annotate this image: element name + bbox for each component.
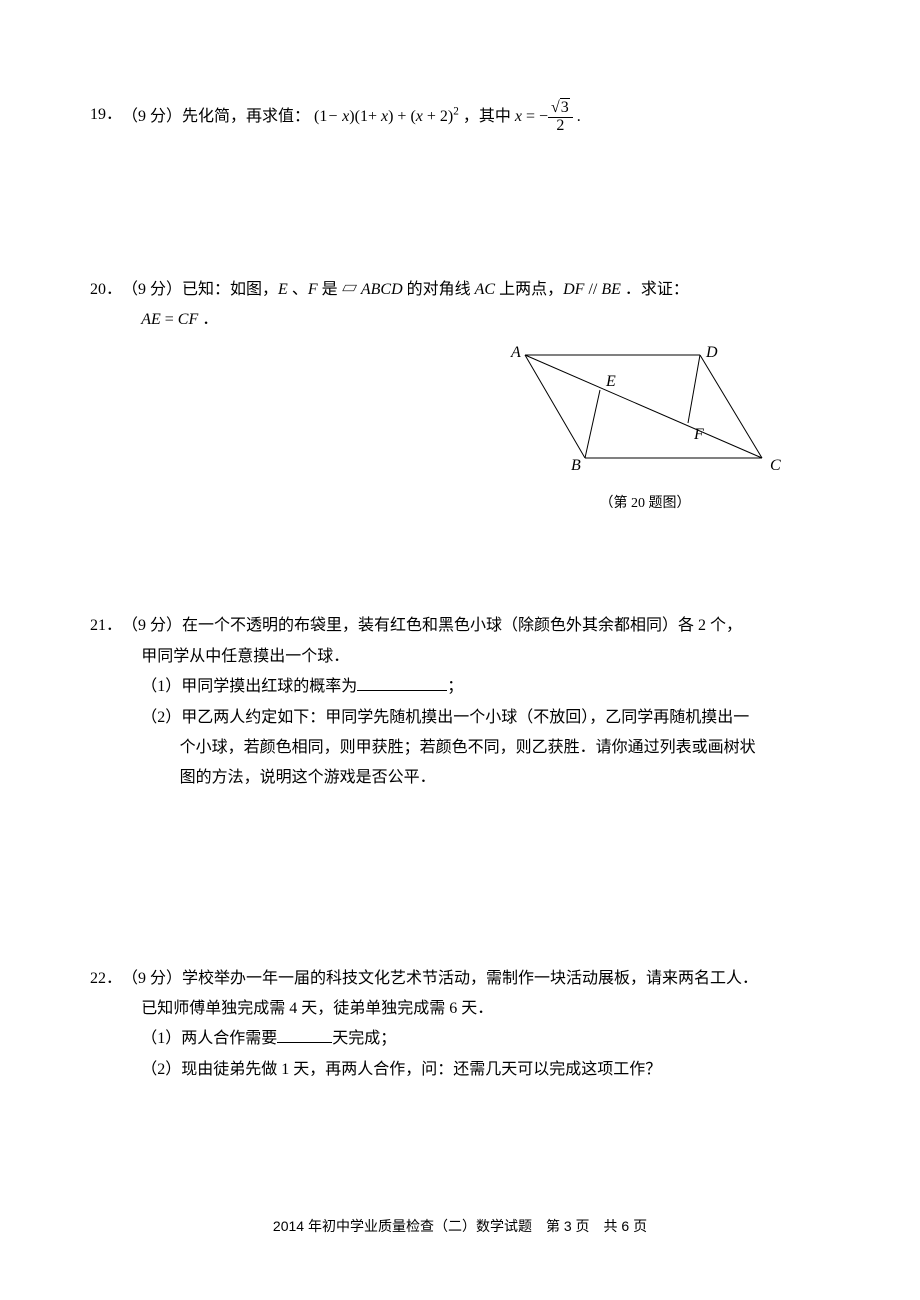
var-CF: CF <box>178 311 198 328</box>
q21-line1b: 甲同学从中任意摸出一个球． <box>90 642 830 672</box>
problem-19: 19． （9 分）先化简，再求值： (1− x)(1+ x) + (x + 2)… <box>90 100 830 135</box>
q20-sep1: 、 <box>288 281 308 298</box>
svg-text:E: E <box>605 373 616 390</box>
q20-points: （9 分） <box>122 281 182 298</box>
var-plus2: + <box>397 108 406 125</box>
var-plus3: + <box>427 108 436 125</box>
var-F: F <box>308 281 318 298</box>
q21-sub2b: 个小球，若颜色相同，则甲获胜；若颜色不同，则乙获胜．请你通过列表或画树状 <box>90 733 830 763</box>
q20-lead: 已知：如图， <box>182 281 278 298</box>
q19-points: （9 分） <box>122 108 182 125</box>
var-AE: AE <box>141 311 161 328</box>
problem-22: 22． （9 分）学校举办一年一届的科技文化艺术节活动，需制作一块活动展板，请来… <box>90 964 830 1086</box>
q20-figure: A D B C E F （第 20 题图） <box>460 343 830 517</box>
var-plus1: + <box>368 108 377 125</box>
q22-points: （9 分） <box>122 970 182 987</box>
svg-text:C: C <box>770 457 781 473</box>
svg-text:F: F <box>693 426 704 443</box>
page-footer: 2014 年初中学业质量检查（二）数学试题 第 3 页 共 6 页 <box>0 1216 920 1236</box>
q22-sub1-pre: （1）两人合作需要 <box>141 1030 277 1047</box>
q19-expr-c: ) <box>388 108 393 125</box>
var-x2: x <box>381 108 388 125</box>
q22-sub1-post: 天完成； <box>332 1030 396 1047</box>
q19-expr-e: 2) <box>440 108 453 125</box>
q22-sub2: （2）现由徒弟先做 1 天，再两人合作，问：还需几天可以完成这项工作？ <box>90 1055 830 1085</box>
svg-text:A: A <box>510 344 521 361</box>
var-x3: x <box>416 108 423 125</box>
q22-body: （9 分）学校举办一年一届的科技文化艺术节活动，需制作一块活动展板，请来两名工人… <box>122 964 830 994</box>
q21-points: （9 分） <box>122 617 182 634</box>
q19-lead: 先化简，再求值： <box>182 108 310 125</box>
q19-den: 2 <box>548 118 573 135</box>
q20-line2-end: ． <box>198 311 218 328</box>
q19-end: . <box>577 108 581 125</box>
q19-body: （9 分）先化简，再求值： (1− x)(1+ x) + (x + 2)2 ，其… <box>122 100 830 135</box>
q20-mid3: 上两点， <box>495 281 563 298</box>
q21-blank <box>357 674 447 691</box>
q20-number: 20． <box>90 275 122 305</box>
q22-blank <box>277 1026 332 1043</box>
var-DF: DF <box>563 281 584 298</box>
q21-sub2a: （2）甲乙两人约定如下：甲同学先随机摸出一个小球（不放回），乙同学再随机摸出一 <box>90 703 830 733</box>
parallelogram-symbol: ▱ <box>342 281 358 298</box>
q20-tail: ．求证： <box>621 281 689 298</box>
q21-body: （9 分）在一个不透明的布袋里，装有红色和黑色小球（除颜色外其余都相同）各 2 … <box>122 611 830 641</box>
q19-expr-a: (1 <box>314 108 327 125</box>
q20-eq: = <box>161 311 178 328</box>
q21-line1: 在一个不透明的布袋里，装有红色和黑色小球（除颜色外其余都相同）各 2 个， <box>182 617 742 634</box>
q21-number: 21． <box>90 611 122 641</box>
var-x4: x <box>515 108 522 125</box>
var-ABCD: ABCD <box>361 281 403 298</box>
q19-expr-b: )(1 <box>349 108 368 125</box>
q22-line2: 已知师傅单独完成需 4 天，徒弟单独完成需 6 天． <box>90 994 830 1024</box>
svg-text:D: D <box>705 344 718 361</box>
q21-sub1-post: ； <box>447 678 463 695</box>
q20-line2: AE = CF ． <box>90 305 830 335</box>
q19-mid: ，其中 <box>463 108 511 125</box>
q20-parallel: // <box>584 281 601 298</box>
problem-21: 21． （9 分）在一个不透明的布袋里，装有红色和黑色小球（除颜色外其余都相同）… <box>90 611 830 793</box>
svg-text:B: B <box>571 457 581 473</box>
q19-number: 19． <box>90 100 122 130</box>
q22-number: 22． <box>90 964 122 994</box>
q20-caption: （第 20 题图） <box>460 491 830 518</box>
q20-body: （9 分）已知：如图，E 、F 是 ▱ ABCD 的对角线 AC 上两点，DF … <box>122 275 830 305</box>
q21-sub1: （1）甲同学摸出红球的概率为 ； <box>90 672 830 702</box>
var-AC: AC <box>475 281 495 298</box>
q19-fraction: 32 <box>548 100 573 135</box>
q21-sub2c: 图的方法，说明这个游戏是否公平． <box>90 763 830 793</box>
q22-sub1: （1）两人合作需要 天完成； <box>90 1024 830 1054</box>
q22-line1: 学校举办一年一届的科技文化艺术节活动，需制作一块活动展板，请来两名工人． <box>182 970 758 987</box>
var-BE: BE <box>601 281 621 298</box>
var-minus: − <box>327 108 338 125</box>
var-E: E <box>278 281 288 298</box>
problem-20: 20． （9 分）已知：如图，E 、F 是 ▱ ABCD 的对角线 AC 上两点… <box>90 275 830 518</box>
q20-mid1: 是 <box>318 281 342 298</box>
q20-diagram: A D B C E F <box>490 343 800 473</box>
q19-sqrt-val: 3 <box>560 98 570 116</box>
q20-mid2: 的对角线 <box>403 281 475 298</box>
q19-prefrac: = − <box>522 108 548 125</box>
q21-sub1-pre: （1）甲同学摸出红球的概率为 <box>141 678 357 695</box>
